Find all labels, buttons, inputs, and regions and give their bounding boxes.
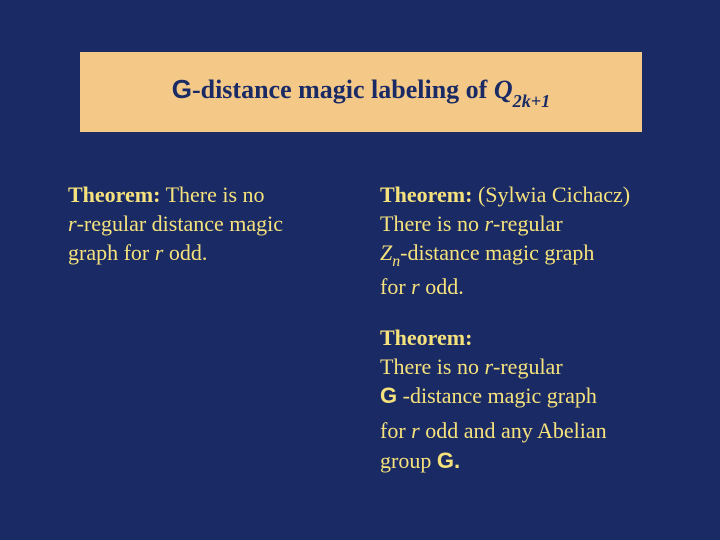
slide-title: G-distance magic labeling of Q2k+1 <box>172 74 551 109</box>
text: odd. <box>420 274 464 299</box>
line: There is no r-regular <box>380 352 690 381</box>
line: for r odd. <box>380 272 690 301</box>
line: Theorem: There is no <box>68 180 348 209</box>
left-column: Theorem: There is no r-regular distance … <box>68 180 348 289</box>
text: There is no <box>160 182 264 207</box>
group-g: G <box>380 383 397 408</box>
line: G -distance magic graph <box>380 381 690 410</box>
text: -distance magic graph <box>397 383 597 408</box>
title-g: G <box>172 74 192 104</box>
text: graph for <box>68 240 155 265</box>
theorem-label: Theorem: <box>68 182 160 207</box>
line: There is no r-regular <box>380 209 690 238</box>
var-r: r <box>68 211 77 236</box>
var-z: Z <box>380 240 392 265</box>
text: odd and any Abelian <box>420 418 607 443</box>
line: r-regular distance magic <box>68 209 348 238</box>
theorem-label: Theorem: <box>380 325 472 350</box>
text: -regular distance magic <box>77 211 283 236</box>
text: group <box>380 448 437 473</box>
text: There is no <box>380 354 484 379</box>
text: -regular <box>493 354 563 379</box>
text: odd. <box>163 240 207 265</box>
title-bar: G-distance magic labeling of Q2k+1 <box>80 52 642 132</box>
var-r: r <box>411 274 420 299</box>
var-r: r <box>484 211 493 236</box>
sub-n: n <box>392 253 400 270</box>
var-r: r <box>484 354 493 379</box>
title-q: Q <box>494 75 513 104</box>
theorem-label: Theorem: <box>380 182 472 207</box>
text: for <box>380 418 411 443</box>
title-sub: 2k+1 <box>513 91 551 111</box>
text: -regular <box>493 211 563 236</box>
line: Theorem: <box>380 323 690 352</box>
theorem-left: Theorem: There is no r-regular distance … <box>68 180 348 267</box>
right-column: Theorem: (Sylwia Cichacz) There is no r-… <box>380 180 690 497</box>
text: -distance magic graph <box>400 240 594 265</box>
line: for r odd and any Abelian <box>380 416 690 445</box>
theorem-right-1: Theorem: (Sylwia Cichacz) There is no r-… <box>380 180 690 301</box>
group-g: G. <box>437 448 460 473</box>
line: group G. <box>380 446 690 475</box>
text: (Sylwia Cichacz) <box>472 182 630 207</box>
text: for <box>380 274 411 299</box>
var-r: r <box>411 418 420 443</box>
line: Zn-distance magic graph <box>380 238 690 272</box>
text: There is no <box>380 211 484 236</box>
title-text-1: -distance magic labeling of <box>192 75 494 104</box>
slide: G-distance magic labeling of Q2k+1 Theor… <box>0 0 720 540</box>
line: Theorem: (Sylwia Cichacz) <box>380 180 690 209</box>
line: graph for r odd. <box>68 238 348 267</box>
theorem-right-2: Theorem: There is no r-regular G -distan… <box>380 323 690 474</box>
